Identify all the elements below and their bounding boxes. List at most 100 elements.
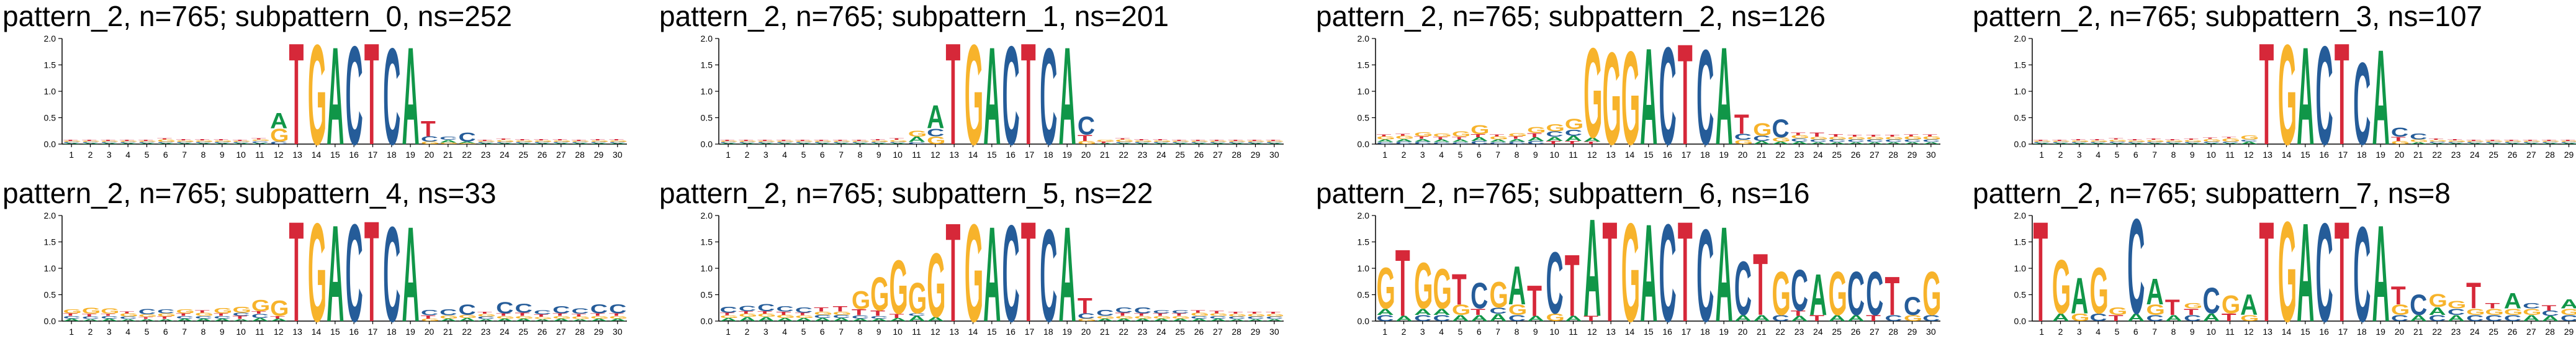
logo-letter-T: T bbox=[2542, 140, 2557, 142]
logo-letter-G: G bbox=[1191, 312, 1209, 317]
logo-letter-A: A bbox=[2560, 297, 2576, 312]
logo-letter-T: T bbox=[1153, 312, 1168, 317]
logo-letter-C: C bbox=[590, 301, 608, 316]
y-tick-label: 1.5 bbox=[701, 237, 713, 247]
logo-letter-G: G bbox=[889, 139, 908, 142]
logo-letter-A: A bbox=[1153, 318, 1170, 322]
logo-letter-A: A bbox=[870, 318, 888, 322]
x-tick-label: 8 bbox=[2171, 150, 2176, 160]
logo-letter-A: A bbox=[176, 143, 194, 145]
logo-letter-G: G bbox=[82, 306, 101, 316]
logo-letter-G: G bbox=[2504, 140, 2523, 142]
x-tick-label: 18 bbox=[387, 150, 397, 160]
logo-letter-A: A bbox=[2071, 143, 2088, 145]
logo-letter-A: A bbox=[1716, 209, 1733, 350]
x-tick-label: 30 bbox=[1269, 327, 1279, 337]
logo-letter-C: C bbox=[1565, 128, 1582, 138]
x-tick-label: 9 bbox=[1533, 327, 1538, 337]
x-tick-label: 6 bbox=[820, 150, 825, 160]
logo-letter-C: C bbox=[1546, 130, 1564, 138]
logo-letter-A: A bbox=[2560, 143, 2576, 145]
x-tick-label: 2 bbox=[88, 327, 93, 337]
x-tick-label: 5 bbox=[2115, 150, 2120, 160]
logo-letter-C: C bbox=[1172, 309, 1189, 314]
logo-letter-C: C bbox=[870, 315, 888, 319]
logo-letter-T: T bbox=[2071, 139, 2086, 141]
logo-letter-G: G bbox=[1508, 302, 1527, 318]
y-tick-label: 0.5 bbox=[44, 113, 56, 123]
logo-letter-G: G bbox=[2090, 254, 2109, 327]
x-tick-label: 17 bbox=[1682, 327, 1691, 337]
logo-letter-C: C bbox=[214, 315, 231, 319]
logo-letter-A: A bbox=[1395, 315, 1413, 323]
logo-letter-C: C bbox=[2542, 142, 2559, 143]
logo-letter-C: C bbox=[2033, 142, 2051, 143]
logo-letter-A: A bbox=[2297, 32, 2314, 175]
panel-title: pattern_2, n=765; subpattern_5, ns=22 bbox=[659, 177, 1153, 209]
logo-letter-C: C bbox=[346, 32, 363, 175]
x-tick-label: 19 bbox=[405, 150, 415, 160]
logo-letter-C: C bbox=[2353, 39, 2371, 170]
x-tick-label: 29 bbox=[1907, 327, 1917, 337]
logo-letter-T: T bbox=[515, 139, 530, 141]
x-tick-label: 27 bbox=[1213, 327, 1223, 337]
logo-letter-G: G bbox=[1527, 125, 1546, 135]
x-tick-label: 20 bbox=[1081, 327, 1091, 337]
logo-letter-A: A bbox=[2127, 143, 2145, 145]
y-tick-label: 0.5 bbox=[1358, 290, 1370, 300]
logo-letter-C: C bbox=[1885, 313, 1903, 323]
logo-letter-A: A bbox=[1829, 313, 1846, 323]
x-tick-label: 17 bbox=[1025, 150, 1035, 160]
x-tick-label: 21 bbox=[1100, 150, 1110, 160]
x-tick-label: 6 bbox=[1477, 327, 1482, 337]
logo-letter-C: C bbox=[101, 315, 118, 319]
logo-letter-T: T bbox=[739, 311, 754, 315]
logo-letter-A: A bbox=[270, 108, 287, 133]
x-tick-label: 17 bbox=[2338, 150, 2348, 160]
logo-letter-T: T bbox=[1565, 140, 1580, 145]
x-tick-label: 3 bbox=[2077, 327, 2082, 337]
logo-letter-C: C bbox=[1885, 138, 1903, 143]
x-tick-label: 20 bbox=[1081, 150, 1091, 160]
x-tick-label: 17 bbox=[1025, 327, 1035, 337]
logo-letter-A: A bbox=[739, 143, 756, 145]
logo-letter-A: A bbox=[2523, 143, 2540, 145]
logo-letter-A: A bbox=[1266, 143, 1283, 145]
logo-letter-G: G bbox=[1433, 256, 1452, 320]
logo-letter-C: C bbox=[1696, 209, 1714, 350]
logo-letter-T: T bbox=[833, 140, 848, 142]
x-tick-label: 19 bbox=[1062, 150, 1072, 160]
logo-letter-C: C bbox=[1546, 234, 1564, 332]
logo-letter-A: A bbox=[720, 143, 737, 145]
logo-letter-C: C bbox=[233, 312, 250, 317]
x-tick-label: 15 bbox=[2300, 150, 2310, 160]
panel-title: pattern_2, n=765; subpattern_4, ns=33 bbox=[2, 177, 497, 209]
logo-letter-T: T bbox=[2033, 209, 2048, 352]
logo-letter-C: C bbox=[739, 305, 756, 313]
x-tick-label: 24 bbox=[2470, 327, 2480, 337]
logo-letter-T: T bbox=[720, 312, 735, 316]
logo-letter-G: G bbox=[515, 315, 534, 319]
logo-letter-A: A bbox=[814, 317, 831, 322]
logo-letter-C: C bbox=[1922, 313, 1940, 323]
logo-letter-G: G bbox=[477, 140, 496, 142]
y-tick-label: 0.5 bbox=[44, 290, 56, 300]
logo-letter-G: G bbox=[1078, 140, 1096, 145]
logo-letter-T: T bbox=[496, 312, 511, 317]
logo-letter-A: A bbox=[1904, 142, 1921, 145]
logo-letter-C: C bbox=[1452, 142, 1469, 145]
logo-letter-T: T bbox=[590, 139, 605, 141]
logo-letter-G: G bbox=[552, 140, 571, 142]
x-tick-label: 1 bbox=[726, 327, 731, 337]
logo-letter-T: T bbox=[63, 312, 78, 317]
logo-letter-T: T bbox=[270, 315, 285, 319]
logo-letter-T: T bbox=[814, 306, 829, 313]
logo-letter-G: G bbox=[1153, 315, 1171, 319]
logo-letter-C: C bbox=[1904, 292, 1921, 320]
logo-letter-T: T bbox=[1209, 310, 1224, 314]
logo-letter-T: T bbox=[157, 315, 172, 320]
logo-letter-A: A bbox=[327, 209, 344, 350]
logo-letter-T: T bbox=[496, 138, 511, 140]
panel-title: pattern_2, n=765; subpattern_2, ns=126 bbox=[1316, 0, 1826, 32]
logo-letter-G: G bbox=[2429, 291, 2448, 311]
